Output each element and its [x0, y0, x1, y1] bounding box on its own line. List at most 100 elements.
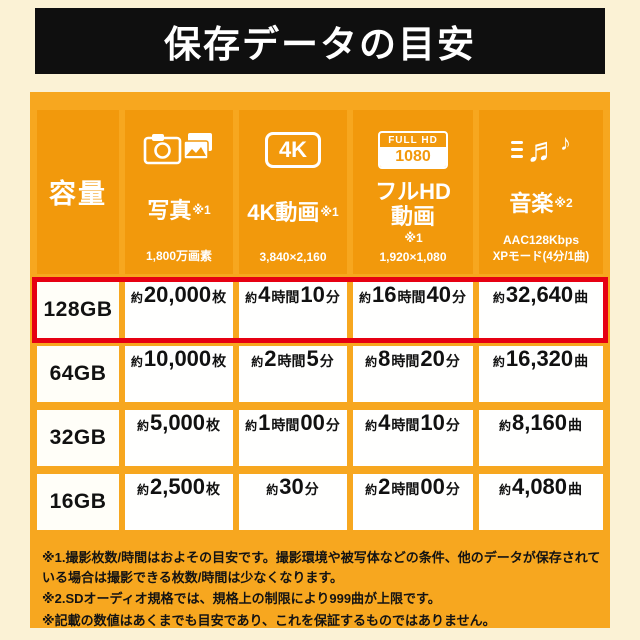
value-segment: 約 [365, 355, 378, 369]
value-segment: 約 [498, 419, 511, 433]
value-cell-photos: 約 10,000 枚 [125, 346, 233, 402]
value-segment: 約 [245, 419, 258, 433]
value-segment: 00 [420, 474, 445, 499]
value-segment: 約 [492, 355, 505, 369]
music-notes-icon: ♬ ♪ [511, 122, 571, 178]
fullhd-video-header-cell: FULL HD 1080 フルHD動画 ※1 1,920×1,080 [353, 110, 473, 274]
value-segment: 約 [359, 291, 372, 305]
music-notes-glyphs: ♬ ♪ [511, 131, 571, 169]
value-cell-photos: 約 5,000 枚 [125, 410, 233, 466]
4k-badge-icon: 4K [264, 122, 322, 178]
table-row: 32GB 約 5,000 枚 約 1 時間 00 分 約 4 時間 10 分 約 8,160 曲 [37, 410, 603, 466]
value-cell-4k-video: 約 2 時間 5 分 [239, 346, 347, 402]
photos-header-note: ※1 [192, 203, 211, 218]
value-cell-4k-video: 約 30 分 [239, 474, 347, 530]
orange-panel: 容量 写真 ※1 [30, 92, 610, 628]
capacity-value: 16GB [49, 490, 107, 513]
value-segment: 約 [136, 419, 149, 433]
fullhd-video-header-label-wrap: フルHD動画 ※1 [357, 178, 469, 247]
4k-video-header-sub: 3,840×2,160 [259, 250, 327, 264]
value-segment: 20 [420, 346, 445, 371]
value-segment: 時間 [271, 289, 300, 305]
value-segment: 32,640 [505, 282, 574, 307]
fullhd-badge-text-top: FULL HD [388, 134, 438, 146]
value-segment: 約 [492, 291, 505, 305]
value-segment: 枚 [206, 481, 221, 497]
value-cell-fullhd-video: 約 16 時間 40 分 [353, 282, 473, 338]
4k-video-header-label-wrap: 4K動画 ※1 [245, 178, 340, 247]
value-segment: 2,500 [149, 474, 206, 499]
beamed-note-icon: ♬ [526, 131, 560, 169]
value-segment: 分 [445, 481, 460, 497]
table-row: 128GB 約 20,000 枚 約 4 時間 10 分 約 16 時間 40 分 約 32,640 曲 [37, 282, 603, 338]
music-header-cell: ♬ ♪ 音楽 ※2 AAC128Kbps XPモード(4分/1曲) [479, 110, 603, 274]
music-header-note: ※2 [554, 196, 573, 211]
photos-header-sub: 1,800万画素 [145, 249, 213, 263]
value-segment: 時間 [277, 353, 306, 369]
value-segment: 30 [279, 474, 304, 499]
value-segment: 4,080 [511, 474, 568, 499]
value-cell-4k-video: 約 4 時間 10 分 [239, 282, 347, 338]
4k-video-header-note: ※1 [320, 204, 339, 219]
value-segment: 曲 [574, 353, 589, 369]
photos-header-cell: 写真 ※1 1,800万画素 [125, 110, 233, 274]
capacity-value: 128GB [43, 298, 113, 321]
4k-badge-text: 4K [264, 131, 322, 169]
value-cell-fullhd-video: 約 4 時間 10 分 [353, 410, 473, 466]
value-segment: 8,160 [511, 410, 568, 435]
capacity-value: 64GB [49, 362, 107, 385]
photos-header-label-wrap: 写真 ※1 [145, 178, 212, 244]
value-segment: 分 [325, 417, 340, 433]
4k-video-header-label: 4K動画 [247, 199, 320, 225]
value-cell-music: 約 8,160 曲 [479, 410, 603, 466]
value-segment: 約 [365, 419, 378, 433]
value-cell-music: 約 16,320 曲 [479, 346, 603, 402]
value-segment: 時間 [391, 353, 420, 369]
value-segment: 1 [258, 410, 271, 435]
fullhd-badge: FULL HD 1080 [378, 130, 448, 170]
value-segment: 5 [306, 346, 319, 371]
value-segment: 分 [451, 289, 466, 305]
table-row: 64GB 約 10,000 枚 約 2 時間 5 分 約 8 時間 20 分 約 16,320 曲 [37, 346, 603, 402]
capacity-value: 32GB [49, 426, 107, 449]
music-header-label-wrap: 音楽 ※2 [507, 178, 574, 230]
fullhd-video-header-label: フルHD動画 [375, 179, 451, 230]
value-segment: 2 [264, 346, 277, 371]
value-segment: 曲 [568, 481, 583, 497]
storage-spec-table: 容量 写真 ※1 [37, 110, 603, 538]
value-segment: 分 [325, 289, 340, 305]
playlist-lines-icon [511, 141, 523, 158]
value-cell-fullhd-video: 約 2 時間 00 分 [353, 474, 473, 530]
fullhd-video-header-note: ※1 [404, 231, 423, 246]
value-segment: 4 [378, 410, 391, 435]
title-bar: 保存データの目安 [35, 8, 605, 74]
page-title: 保存データの目安 [164, 24, 476, 65]
footnote: ※1.撮影枚数/時間はおよその目安です。撮影環境や被写体などの条件、他のデータが… [42, 550, 601, 585]
value-segment: 時間 [391, 417, 420, 433]
value-segment: 16 [372, 282, 397, 307]
value-cell-music: 約 4,080 曲 [479, 474, 603, 530]
value-segment: 枚 [206, 417, 221, 433]
value-segment: 枚 [212, 353, 227, 369]
value-segment: 約 [266, 483, 279, 497]
value-segment: 10 [300, 282, 325, 307]
value-cell-photos: 約 20,000 枚 [125, 282, 233, 338]
value-segment: 約 [245, 291, 258, 305]
value-segment: 2 [378, 474, 391, 499]
value-segment: 分 [304, 481, 319, 497]
value-cell-music: 約 32,640 曲 [479, 282, 603, 338]
footnote: ※記載の数値はあくまでも目安であり、これを保証するものではありません。 [42, 612, 496, 628]
value-segment: 分 [319, 353, 334, 369]
capacity-cell: 128GB [37, 282, 119, 338]
value-segment: 時間 [391, 481, 420, 497]
value-segment: 曲 [574, 289, 589, 305]
value-segment: 8 [378, 346, 391, 371]
value-segment: 00 [300, 410, 325, 435]
camera-photos-icon [143, 122, 215, 178]
capacity-header-label: 容量 [49, 178, 107, 209]
value-cell-4k-video: 約 1 時間 00 分 [239, 410, 347, 466]
capacity-header-cell: 容量 [37, 110, 119, 274]
value-segment: 5,000 [149, 410, 206, 435]
value-segment: 曲 [568, 417, 583, 433]
